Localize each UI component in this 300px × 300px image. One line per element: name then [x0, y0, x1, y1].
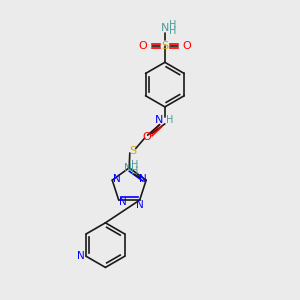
Text: S: S	[161, 41, 168, 51]
Text: S: S	[129, 146, 136, 157]
Text: O: O	[139, 41, 148, 51]
Text: N: N	[161, 22, 169, 32]
Text: N: N	[124, 163, 132, 173]
Text: H: H	[169, 26, 176, 35]
Text: H: H	[169, 20, 176, 30]
Text: H: H	[131, 166, 139, 176]
Text: N: N	[119, 196, 127, 207]
Text: O: O	[182, 41, 191, 51]
Text: H: H	[166, 115, 174, 125]
Text: H: H	[131, 160, 139, 170]
Text: N: N	[113, 174, 121, 184]
Text: O: O	[143, 132, 152, 142]
Text: N: N	[77, 251, 85, 261]
Text: N: N	[136, 200, 144, 210]
Text: N: N	[155, 115, 164, 125]
Text: N: N	[139, 174, 146, 184]
